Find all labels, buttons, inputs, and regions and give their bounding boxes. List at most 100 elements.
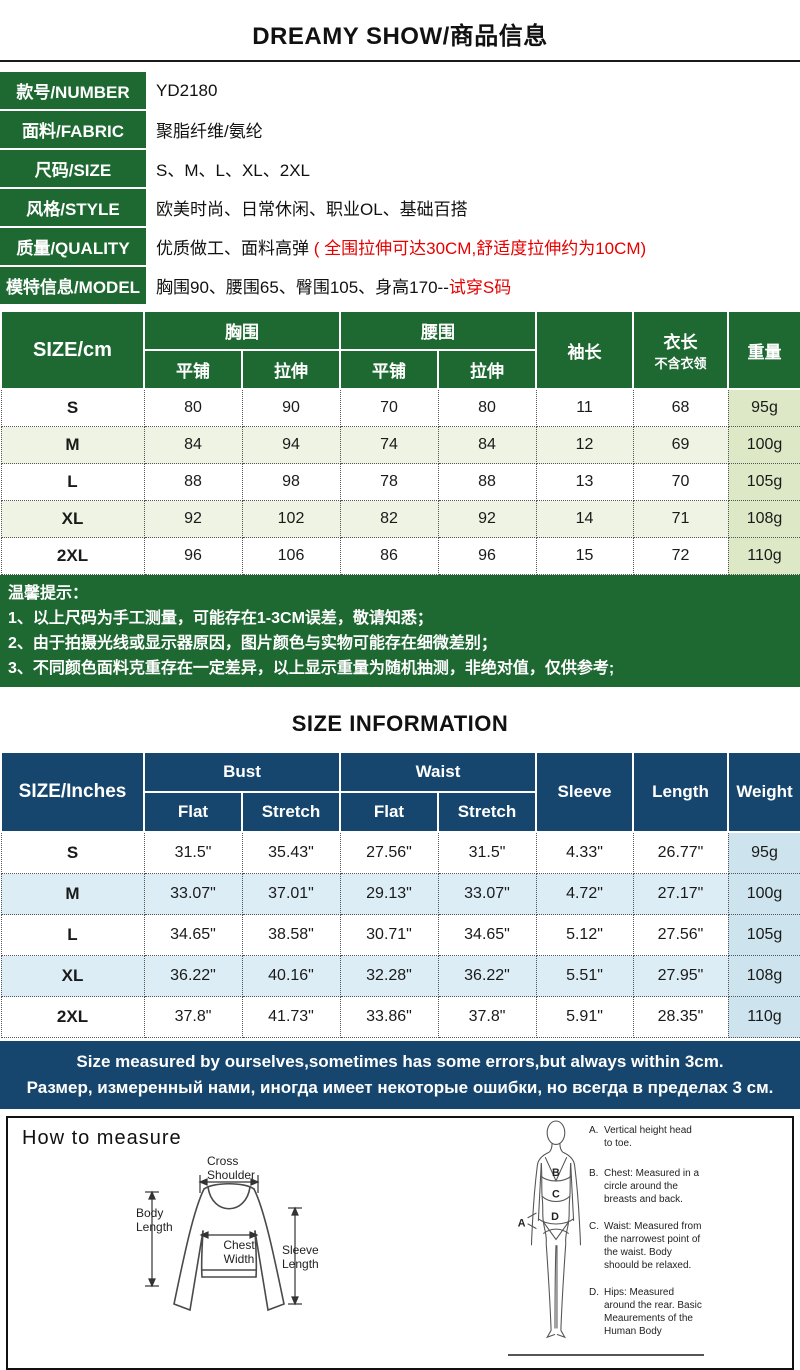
- measurement-note-block: Size measured by ourselves,sometimes has…: [0, 1041, 800, 1109]
- weight-cell: 100g: [727, 873, 800, 915]
- value-cell: 27.56": [339, 831, 439, 874]
- guide-item-d: D. Hips: Measured around the rear. Basic …: [589, 1286, 702, 1338]
- info-value-number: YD2180: [156, 80, 218, 100]
- size-table-cm: SIZE/cm 胸围 腰围 袖长 衣长 不含衣领 重量 平铺 拉伸 平铺 拉伸 S…: [0, 310, 800, 575]
- how-to-measure-section: How to measure: [6, 1116, 794, 1370]
- value-cell: 14: [535, 500, 634, 538]
- guide-text-a: Vertical height head to toe.: [604, 1125, 692, 1149]
- figure-marker-c: C: [552, 1188, 560, 1200]
- info-label-number: 款号/NUMBER: [0, 72, 146, 109]
- value-cell: 102: [241, 500, 341, 538]
- value-cell: 69: [632, 426, 729, 464]
- info-label-quality: 质量/QUALITY: [0, 228, 146, 265]
- table-row: L 34.65" 38.58" 30.71" 34.65" 5.12" 27.5…: [0, 914, 800, 956]
- value-cell: 41.73": [241, 996, 341, 1038]
- value-cell: 35.43": [241, 831, 341, 874]
- cm-sleeve-header: 袖长: [535, 310, 634, 390]
- table-row: XL 92 102 82 92 14 71 108g: [0, 500, 800, 538]
- table-row: 2XL 96 106 86 96 15 72 110g: [0, 537, 800, 575]
- table-row: 风格/STYLE 欧美时尚、日常休闲、职业OL、基础百搭: [0, 189, 800, 226]
- value-cell: 68: [632, 388, 729, 427]
- garment-diagram: [145, 1175, 302, 1312]
- figure-marker-b: B: [552, 1167, 560, 1179]
- value-cell: 86: [339, 537, 439, 575]
- info-value-quality-red: ( 全围拉伸可达30CM,舒适度拉伸约为10CM): [313, 239, 647, 258]
- size-cell: 2XL: [0, 537, 145, 575]
- info-value-style: 欧美时尚、日常休闲、职业OL、基础百搭: [156, 200, 468, 219]
- tips-title: 温馨提示：: [8, 585, 89, 602]
- cm-weight-header: 重量: [727, 310, 800, 390]
- value-cell: 26.77": [632, 831, 729, 874]
- value-cell: 33.86": [339, 996, 439, 1038]
- value-cell: 27.17": [632, 873, 729, 915]
- value-cell: 92: [437, 500, 537, 538]
- how-to-measure-title: How to measure: [22, 1127, 182, 1149]
- info-label-fabric: 面料/FABRIC: [0, 111, 146, 148]
- value-cell: 74: [339, 426, 439, 464]
- size-cell: XL: [0, 955, 145, 997]
- value-cell: 11: [535, 388, 634, 427]
- table-subheader-row: Flat Stretch Flat Stretch: [1, 791, 800, 833]
- size-cell: M: [0, 426, 145, 464]
- value-cell: 70: [339, 388, 439, 427]
- inch-waist-stretch-header: Stretch: [437, 791, 537, 833]
- value-cell: 37.01": [241, 873, 341, 915]
- value-cell: 33.07": [143, 873, 243, 915]
- weight-cell: 108g: [727, 955, 800, 997]
- value-cell: 82: [339, 500, 439, 538]
- cm-corner-header: SIZE/cm: [0, 310, 145, 390]
- guide-item-b: B. Chest: Measured in a circle around the…: [589, 1167, 702, 1206]
- table-subheader-row: 平铺 拉伸 平铺 拉伸: [1, 349, 800, 390]
- guide-label-d: D.: [589, 1287, 599, 1298]
- table-row: 2XL 37.8" 41.73" 33.86" 37.8" 5.91" 28.3…: [0, 996, 800, 1038]
- figure-marker-a: A: [518, 1218, 526, 1230]
- chest-width-label: Chest Width: [223, 1238, 255, 1266]
- value-cell: 38.58": [241, 914, 341, 956]
- value-cell: 40.16": [241, 955, 341, 997]
- value-cell: 71: [632, 500, 729, 538]
- table-row: S 80 90 70 80 11 68 95g: [0, 388, 800, 427]
- cm-waist-flat-header: 平铺: [339, 349, 439, 390]
- weight-cell: 110g: [727, 996, 800, 1038]
- cm-waist-stretch-header: 拉伸: [437, 349, 537, 390]
- weight-cell: 100g: [727, 426, 800, 464]
- guide-underline: [508, 1354, 704, 1356]
- value-cell: 70: [632, 463, 729, 501]
- body-length-label: Body Length: [136, 1206, 173, 1234]
- table-row: L 88 98 78 88 13 70 105g: [0, 463, 800, 501]
- info-value-model: 胸围90、腰围65、臀围105、身高170--: [156, 278, 449, 297]
- size-cell: 2XL: [0, 996, 145, 1038]
- value-cell: 88: [143, 463, 243, 501]
- guide-item-c: C. Waist: Measured from the narrowest poi…: [589, 1220, 702, 1272]
- table-row: M 84 94 74 84 12 69 100g: [0, 426, 800, 464]
- table-row: 模特信息/MODEL 胸围90、腰围65、臀围105、身高170--试穿S码: [0, 267, 800, 304]
- weight-cell: 105g: [727, 914, 800, 956]
- cm-bust-header: 胸围: [143, 310, 341, 351]
- size-table-inches: SIZE/Inches Bust Waist Sleeve Length Wei…: [0, 751, 800, 1038]
- inch-corner-header: SIZE/Inches: [0, 751, 145, 833]
- value-cell: 88: [437, 463, 537, 501]
- inch-bust-stretch-header: Stretch: [241, 791, 341, 833]
- value-cell: 92: [143, 500, 243, 538]
- value-cell: 33.07": [437, 873, 537, 915]
- value-cell: 94: [241, 426, 341, 464]
- table-row: 款号/NUMBER YD2180: [0, 72, 800, 109]
- weight-cell: 95g: [727, 831, 800, 874]
- value-cell: 72: [632, 537, 729, 575]
- guide-text-d: Hips: Measured around the rear. Basic Me…: [604, 1287, 702, 1337]
- value-cell: 4.72": [535, 873, 634, 915]
- inch-bust-flat-header: Flat: [143, 791, 243, 833]
- cm-length-header: 衣长 不含衣领: [632, 310, 729, 390]
- figure-marker-d: D: [551, 1211, 559, 1223]
- guide-label-a: A.: [589, 1125, 599, 1136]
- table-row: 尺码/SIZE S、M、L、XL、2XL: [0, 150, 800, 187]
- info-label-model: 模特信息/MODEL: [0, 267, 146, 304]
- value-cell: 27.56": [632, 914, 729, 956]
- table-row: XL 36.22" 40.16" 32.28" 36.22" 5.51" 27.…: [0, 955, 800, 997]
- value-cell: 98: [241, 463, 341, 501]
- inch-sleeve-header: Sleeve: [535, 751, 634, 833]
- table-row: 面料/FABRIC 聚脂纤维/氨纶: [0, 111, 800, 148]
- value-cell: 37.8": [437, 996, 537, 1038]
- table-row: S 31.5" 35.43" 27.56" 31.5" 4.33" 26.77"…: [0, 831, 800, 874]
